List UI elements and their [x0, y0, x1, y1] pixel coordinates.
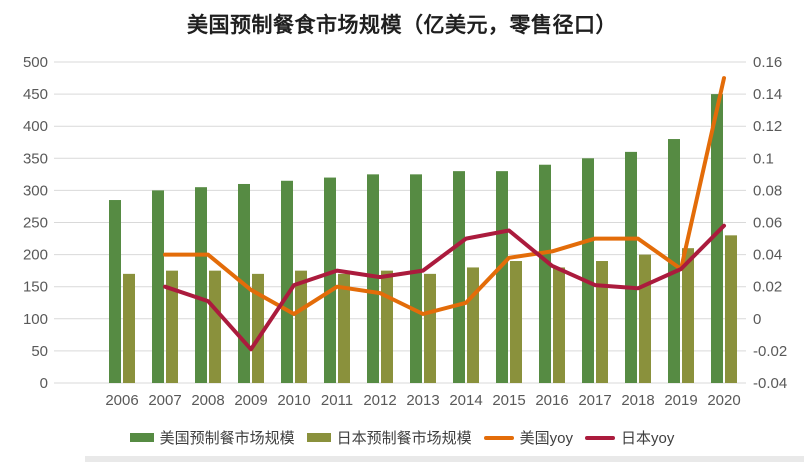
left-axis-tick-label: 450	[23, 86, 48, 103]
bar-美国预制餐市场规模-2006	[109, 200, 121, 383]
legend-item-us-market: 美国预制餐市场规模	[129, 427, 295, 448]
bar-美国预制餐市场规模-2007	[152, 190, 164, 383]
right-axis-tick-label: 0.14	[753, 86, 782, 103]
x-axis-year-label: 2018	[621, 392, 654, 409]
x-axis-year-label: 2010	[277, 392, 310, 409]
bar-美国预制餐市场规模-2013	[410, 174, 422, 383]
legend-label: 日本yoy	[621, 430, 675, 447]
left-axis-tick-label: 300	[23, 182, 48, 199]
left-axis-tick-label: 100	[23, 311, 48, 328]
left-axis-tick-label: 0	[40, 375, 48, 392]
bar-美国预制餐市场规模-2018	[625, 151, 637, 383]
x-axis-year-label: 2019	[664, 392, 697, 409]
bar-美国预制餐市场规模-2017	[582, 158, 594, 383]
bar-美国预制餐市场规模-2011	[324, 177, 336, 383]
left-axis-tick-label: 500	[23, 54, 48, 71]
bar-日本预制餐市场规模-2010	[295, 270, 307, 383]
right-axis-tick-label: 0	[753, 311, 761, 328]
bar-日本预制餐市场规模-2020	[725, 235, 737, 383]
x-axis-year-label: 2012	[363, 392, 396, 409]
japan-market-bar-swatch-icon	[306, 433, 331, 442]
bar-日本预制餐市场规模-2015	[510, 261, 522, 383]
left-axis-tick-label: 400	[23, 118, 48, 135]
right-axis-tick-label: 0.16	[753, 54, 782, 71]
right-axis-tick-label: 0.1	[753, 150, 774, 167]
right-axis-tick-label: -0.02	[753, 343, 787, 360]
x-axis-year-label: 2009	[234, 392, 267, 409]
legend-label: 美国预制餐市场规模	[159, 430, 295, 447]
left-axis-tick-label: 200	[23, 247, 48, 264]
right-axis-tick-label: 0.06	[753, 215, 782, 232]
chart-title: 美国预制餐食市场规模（亿美元，零售径口）	[187, 14, 617, 37]
x-axis-year-label: 2017	[578, 392, 611, 409]
right-axis-tick-label: 0.12	[753, 118, 782, 135]
x-axis-year-label: 2011	[321, 392, 353, 409]
bar-日本预制餐市场规模-2019	[682, 248, 694, 383]
left-axis-tick-label: 50	[31, 343, 48, 360]
right-axis-tick-label: 0.08	[753, 182, 782, 199]
legend-item-us-yoy: 美国yoy	[483, 427, 574, 448]
right-axis-tick-label: 0.02	[753, 279, 782, 296]
left-axis-tick-label: 250	[23, 215, 48, 232]
bar-日本预制餐市场规模-2006	[123, 273, 135, 383]
x-axis-year-label: 2007	[148, 392, 181, 409]
x-axis-year-label: 2015	[492, 392, 525, 409]
bar-美国预制餐市场规模-2012	[367, 174, 379, 383]
us-market-bar-swatch-icon	[129, 433, 154, 442]
line-日本yoy	[163, 223, 726, 352]
legend-label: 美国yoy	[519, 430, 574, 447]
bar-美国预制餐市场规模-2016	[539, 164, 551, 383]
bar-美国预制餐市场规模-2014	[453, 171, 465, 383]
bar-美国预制餐市场规模-2020	[711, 94, 723, 383]
legend-item-japan-market: 日本预制餐市场规模	[306, 427, 472, 448]
bar-日本预制餐市场规模-2007	[166, 270, 178, 383]
x-axis-year-label: 2013	[406, 392, 439, 409]
bar-日本预制餐市场规模-2012	[381, 270, 393, 383]
bar-美国预制餐市场规模-2019	[668, 139, 680, 383]
bar-日本预制餐市场规模-2011	[338, 273, 350, 383]
us-yoy-line-swatch-icon	[483, 435, 514, 440]
line-美国yoy	[163, 76, 726, 316]
bar-美国预制餐市场规模-2010	[281, 180, 293, 383]
bar-日本预制餐市场规模-2008	[209, 270, 221, 383]
x-axis-year-label: 2016	[535, 392, 568, 409]
bar-日本预制餐市场规模-2014	[467, 267, 479, 383]
bar-日本预制餐市场规模-2017	[596, 261, 608, 383]
x-axis-year-label: 2020	[707, 392, 740, 409]
japan-yoy-line-swatch-icon	[585, 435, 616, 440]
left-axis-tick-label: 150	[23, 279, 48, 296]
legend-item-japan-yoy: 日本yoy	[585, 427, 674, 448]
bar-日本预制餐市场规模-2016	[553, 267, 565, 383]
bar-日本预制餐市场规模-2018	[639, 254, 651, 383]
bottom-border-strip	[85, 456, 804, 462]
bar-美国预制餐市场规模-2008	[195, 187, 207, 383]
bar-日本预制餐市场规模-2009	[252, 273, 264, 383]
bar-日本预制餐市场规模-2013	[424, 273, 436, 383]
bar-美国预制餐市场规模-2015	[496, 171, 508, 383]
x-axis-year-label: 2008	[191, 392, 224, 409]
x-axis-year-label: 2006	[105, 392, 138, 409]
right-axis-tick-label: 0.04	[753, 247, 782, 264]
left-axis-tick-label: 350	[23, 150, 48, 167]
right-axis-tick-label: -0.04	[753, 375, 787, 392]
x-axis-year-label: 2014	[449, 392, 482, 409]
chart-legend: 美国预制餐市场规模 日本预制餐市场规模 美国yoy 日本yoy	[0, 427, 804, 448]
legend-label: 日本预制餐市场规模	[336, 430, 472, 447]
